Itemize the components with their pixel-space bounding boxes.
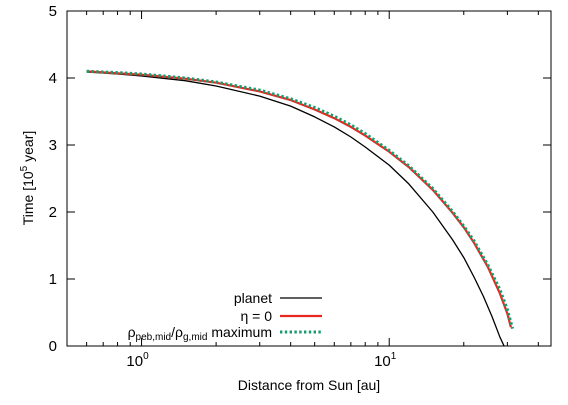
legend-label-rho-max: ρpeb,mid/ρg,mid maximum	[128, 324, 272, 343]
y-tick-label: 0	[49, 338, 57, 355]
x-tick-label: 101	[374, 351, 397, 370]
y-tick-label: 3	[49, 137, 57, 154]
y-axis-label-prefix: Time [10	[20, 171, 36, 225]
y-tick-label: 4	[49, 70, 57, 87]
x-axis-label: Distance from Sun [au]	[238, 377, 380, 393]
y-tick-label: 1	[49, 271, 57, 288]
legend-label-eta: η = 0	[240, 308, 272, 324]
y-axis-label-suffix: year]	[20, 131, 36, 166]
ticks-layer	[66, 10, 551, 347]
legend-rho-1: ρ	[128, 324, 136, 340]
y-tick-label: 2	[49, 204, 57, 221]
legend: planet η = 0 ρpeb,mid/ρg,mid maximum	[128, 290, 322, 343]
x-tick-label: 100	[126, 351, 149, 370]
y-axis-label-exponent: 5	[19, 165, 30, 171]
series-line-0	[86, 71, 505, 347]
curves-layer	[86, 69, 515, 347]
plot-frame	[66, 10, 552, 347]
y-tick-label: 5	[49, 3, 57, 20]
legend-rho-slash: /ρ	[171, 324, 183, 340]
legend-rho-sub-1: peb,mid	[136, 332, 172, 343]
y-axis-label: Time [105 year]	[19, 131, 36, 226]
legend-rho-word: maximum	[207, 324, 272, 340]
series-line-2	[86, 69, 515, 329]
legend-rho-sub-2: g,mid	[183, 332, 207, 343]
tick-labels-layer: 0 1 2 3 4 5 100 101	[49, 3, 397, 370]
legend-label-planet: planet	[234, 290, 272, 306]
